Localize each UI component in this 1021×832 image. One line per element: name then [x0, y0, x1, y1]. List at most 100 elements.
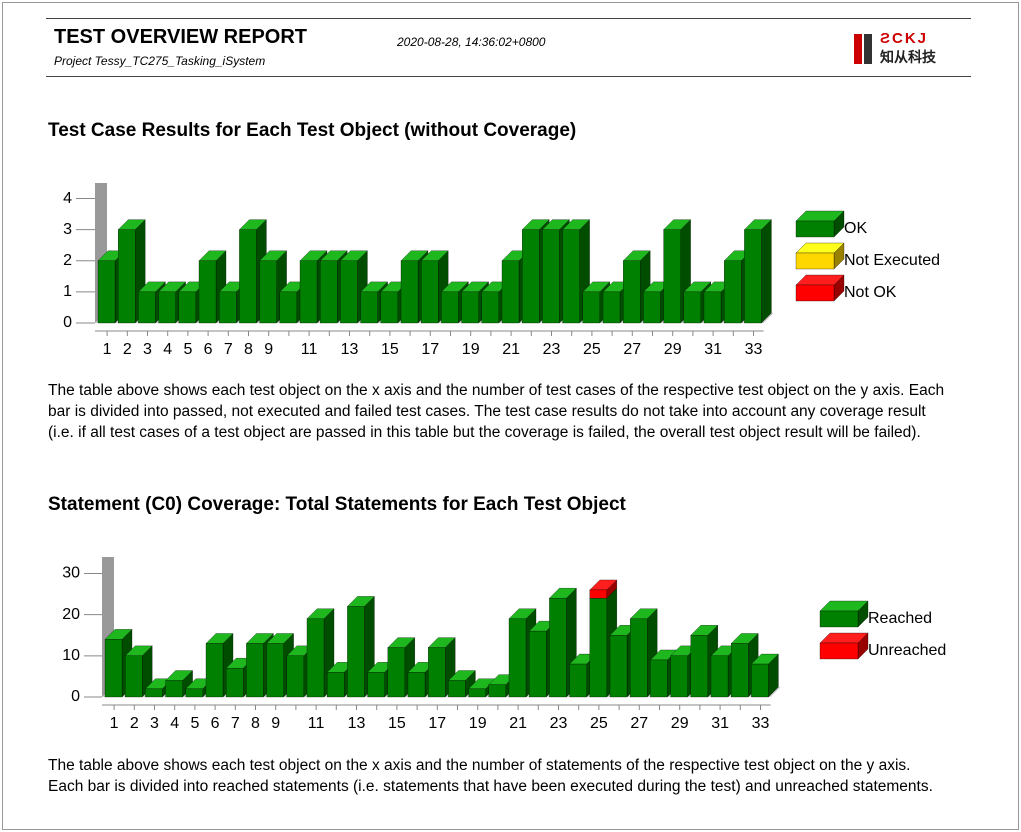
x-tick-label: 6	[204, 341, 213, 358]
y-tick-label: 4	[63, 190, 72, 207]
bar-front	[663, 229, 681, 324]
logo-mark: ƧCKJ	[880, 30, 929, 47]
logo: ƧCKJ 知从科技	[852, 30, 936, 67]
bar-front	[428, 647, 446, 698]
x-tick-label: 31	[704, 341, 722, 358]
bar-side	[761, 219, 772, 324]
logo-icon	[854, 33, 872, 64]
x-tick-label: 25	[590, 715, 608, 732]
bar-front	[400, 260, 419, 324]
chart-title: Statement (C0) Coverage: Total Statement…	[48, 494, 626, 515]
bar-front	[724, 260, 742, 324]
bar-front	[360, 291, 378, 324]
bar-front	[165, 680, 183, 698]
report-title: TEST OVERVIEW REPORT	[54, 26, 307, 48]
x-tick-label: 25	[583, 341, 601, 358]
x-tick-label: 15	[388, 715, 406, 732]
x-tick-label: 19	[462, 341, 480, 358]
bar-front	[461, 291, 479, 324]
bar-front	[97, 260, 116, 324]
bar-front	[795, 252, 835, 270]
bar-front	[819, 642, 859, 660]
y-tick-label: 3	[63, 221, 72, 238]
x-tick-label: 2	[123, 341, 132, 358]
bar-front	[501, 260, 520, 324]
x-tick-label: 9	[271, 715, 280, 732]
x-tick-label: 9	[264, 341, 273, 358]
bar-front	[795, 284, 835, 302]
bar-front	[589, 589, 607, 599]
bar	[165, 670, 193, 698]
x-tick-label: 5	[183, 341, 192, 358]
bar-front	[710, 655, 729, 698]
bar-front	[589, 598, 607, 698]
x-tick-label: 13	[341, 341, 359, 358]
bar	[751, 653, 779, 698]
x-tick-label: 11	[308, 715, 325, 732]
bar-front	[185, 688, 203, 698]
bar-front	[327, 672, 345, 698]
y-tick-label: 20	[62, 606, 80, 623]
x-tick-label: 21	[509, 715, 527, 732]
bar-front	[286, 655, 304, 698]
y-tick-label: 2	[63, 252, 72, 269]
bar-front	[562, 229, 580, 324]
chart-title: Test Case Results for Each Test Object (…	[48, 120, 577, 141]
x-tick-label: 11	[301, 341, 318, 358]
x-tick-label: 7	[231, 715, 240, 732]
bar	[124, 645, 153, 698]
bar-front	[421, 260, 439, 324]
bar-front	[819, 610, 859, 628]
bar-front	[178, 291, 196, 324]
bar-front	[118, 229, 136, 324]
y-tick-label: 0	[71, 688, 80, 705]
bar-front	[380, 291, 398, 324]
x-tick-label: 13	[348, 715, 366, 732]
x-tick-label: 3	[150, 715, 159, 732]
bar-front	[650, 659, 668, 698]
bar-front	[703, 291, 722, 324]
bar-front	[522, 229, 540, 324]
x-tick-label: 31	[711, 715, 729, 732]
x-tick-label: 27	[623, 341, 641, 358]
legend-label: Not OK	[844, 284, 897, 301]
bar-front	[266, 643, 284, 698]
bar-front	[387, 647, 405, 698]
bar	[448, 670, 476, 698]
bar	[744, 219, 772, 324]
legend-swatch	[795, 210, 845, 238]
x-tick-label: 4	[163, 341, 172, 358]
bar-front	[347, 606, 365, 698]
bar-front	[205, 643, 224, 698]
bar-front	[609, 635, 628, 698]
bar-front	[104, 639, 123, 698]
bar-front	[239, 229, 257, 324]
y-tick-label: 30	[62, 565, 80, 582]
bar-front	[468, 688, 486, 698]
y-tick-label: 1	[63, 283, 72, 300]
legend-swatch	[819, 600, 869, 628]
x-tick-label: 27	[630, 715, 648, 732]
bar-front	[246, 643, 264, 698]
bar-front	[508, 618, 527, 698]
x-tick-label: 21	[502, 341, 520, 358]
bar-front	[125, 655, 143, 698]
bar-front	[299, 260, 318, 324]
bar-front	[306, 618, 325, 698]
bar-front	[542, 229, 560, 324]
bar-front	[158, 291, 176, 324]
x-tick-label: 8	[244, 341, 253, 358]
x-tick-label: 6	[211, 715, 220, 732]
bar-front	[407, 672, 426, 698]
x-tick-label: 1	[103, 341, 112, 358]
bar-front	[602, 291, 621, 324]
header-rule	[46, 76, 971, 77]
bar-front	[219, 291, 237, 324]
bar-front	[488, 684, 506, 698]
x-tick-label: 1	[110, 715, 119, 732]
legend-label: OK	[844, 220, 867, 237]
x-tick-label: 19	[469, 715, 487, 732]
legend-label: Reached	[868, 610, 932, 627]
bar-front	[683, 291, 701, 324]
